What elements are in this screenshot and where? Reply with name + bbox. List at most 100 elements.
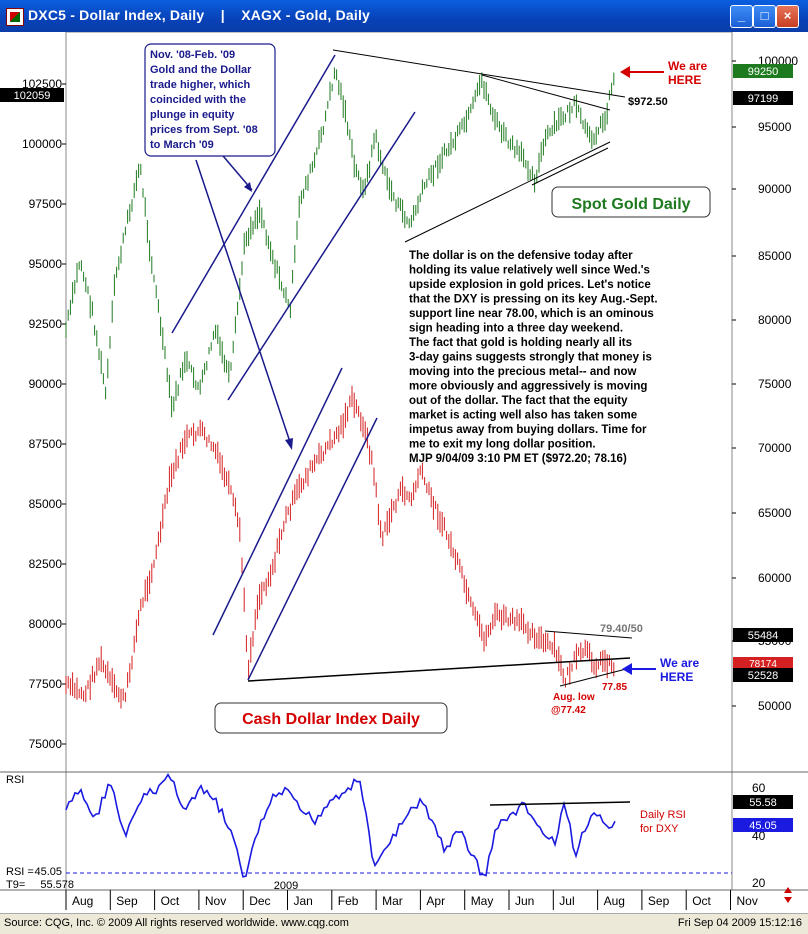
callout-line: prices from Sept. '08 xyxy=(150,124,258,136)
commentary-line: market is acting well also has taken som… xyxy=(409,410,637,422)
month-label: Nov xyxy=(205,894,226,908)
chart-svg[interactable]: 102500 100000 97500 95000 92500 90000 87500 850… xyxy=(0,31,808,913)
rsi-panel-frame xyxy=(65,771,733,891)
gold-here-label-2: HERE xyxy=(668,73,701,87)
right-tick-label: 75000 xyxy=(758,377,792,391)
rsi-tick-label: 40 xyxy=(752,829,766,843)
month-label: Jul xyxy=(559,894,574,908)
left-tick-label: 77500 xyxy=(29,677,63,691)
commentary-line: out of the dollar. The fact that the equ… xyxy=(409,395,628,407)
month-label: Sep xyxy=(116,894,138,908)
dollar-series xyxy=(65,385,615,709)
callout-arrowhead-dollar xyxy=(285,438,293,450)
left-tick-label: 97500 xyxy=(29,197,63,211)
rsi-box-1 xyxy=(733,795,793,809)
right-tick-label: 70000 xyxy=(758,441,792,455)
callout-line: Nov. '08-Feb. '09 xyxy=(150,49,235,61)
gold-series xyxy=(65,67,615,418)
gold-triangle-bottom xyxy=(531,147,609,186)
dollar-title: Cash Dollar Index Daily xyxy=(242,711,420,728)
rsi-box-1-value: 55.58 xyxy=(749,797,777,809)
callout-arrow-gold xyxy=(217,149,253,191)
chart-area[interactable]: 102500 100000 97500 95000 92500 90000 87500 850… xyxy=(0,31,808,913)
dollar-here-arrowhead xyxy=(622,663,632,675)
month-label: Apr xyxy=(426,894,445,908)
gold-channel-lower xyxy=(227,111,416,401)
callout-arrow-dollar xyxy=(195,159,292,446)
month-label: Jun xyxy=(515,894,534,908)
gold-level-label: $972.50 xyxy=(628,96,668,108)
window-title: DXC5 - Dollar Index, Daily | XAGX - Gold… xyxy=(28,7,371,23)
commentary-text: The dollar is on the defensive today aft… xyxy=(409,250,658,465)
dollar-last-box xyxy=(733,657,793,669)
rsi-panel-title: RSI xyxy=(6,774,24,786)
price-box-52528-value: 52528 xyxy=(748,670,779,682)
rsi-readout-label: RSI = xyxy=(6,866,34,878)
dollar-channel-lower xyxy=(247,417,378,681)
rsi-trendline xyxy=(489,801,631,806)
commentary-line: impetus away from buying dollars. Time f… xyxy=(409,424,647,436)
commentary-line: sign heading into a three day weekend. xyxy=(409,323,623,335)
left-tick-label: 90000 xyxy=(29,377,63,391)
dollar-here-label-1: We are xyxy=(660,656,699,670)
left-tick-label: 87500 xyxy=(29,437,63,451)
left-axis-labels: 102500 100000 97500 95000 92500 90000 87500 850… xyxy=(22,77,66,751)
left-tick-label: 100000 xyxy=(22,137,62,151)
gold-lower-trendline xyxy=(404,141,611,243)
gold-last-value: 99250 xyxy=(748,66,779,78)
gold-triangle-top xyxy=(481,74,611,111)
title-bar[interactable]: DXC5 - Dollar Index, Daily | XAGX - Gold… xyxy=(0,0,808,32)
month-label: Aug xyxy=(604,894,625,908)
scroll-up-icon[interactable] xyxy=(784,887,792,893)
left-tick-label: 102500 xyxy=(22,77,62,91)
left-tick-label: 82500 xyxy=(29,557,63,571)
gold-title: Spot Gold Daily xyxy=(571,196,690,213)
commentary-line: more obviously and aggressively is movin… xyxy=(409,381,647,393)
month-label: Aug xyxy=(72,894,93,908)
commentary-line: upside explosion in gold prices. Let's n… xyxy=(409,279,651,291)
month-label: Feb xyxy=(338,894,359,908)
gold-channel-upper xyxy=(171,54,336,334)
gold-here-label-1: We are xyxy=(668,59,707,73)
right-tick-label: 90000 xyxy=(758,182,792,196)
t9-readout-value: 55.578 xyxy=(40,879,74,891)
commentary-line: The dollar is on the defensive today aft… xyxy=(409,250,633,262)
rsi-note-2: for DXY xyxy=(640,823,679,835)
rsi-axis-labels: 60 40 20 xyxy=(752,781,766,890)
callout-line: Gold and the Dollar xyxy=(150,64,252,76)
price-box-52528 xyxy=(733,668,793,682)
left-tick-label: 92500 xyxy=(29,317,63,331)
year-label: 2009 xyxy=(274,880,298,892)
month-label: Oct xyxy=(692,894,711,908)
commentary-line: holding its value relatively well since … xyxy=(409,265,650,277)
dollar-support-line xyxy=(247,657,631,682)
dollar-resistance-line xyxy=(544,630,633,639)
minimize-button[interactable]: _ xyxy=(730,5,753,28)
commentary-line: moving into the precious metal-- and now xyxy=(409,366,637,378)
left-tick-label: 85000 xyxy=(29,497,63,511)
commentary-line: MJP 9/04/09 3:10 PM ET ($972.20; 78.16) xyxy=(409,453,627,465)
rsi-box-2 xyxy=(733,818,793,832)
callout-line: plunge in equity xyxy=(150,109,235,121)
rsi-tick-label: 60 xyxy=(752,781,766,795)
price-box-55484-value: 55484 xyxy=(748,630,779,642)
aug-low-label-1: Aug. low xyxy=(553,692,595,703)
t9-readout-label: T9= xyxy=(6,879,25,891)
commentary-line: support line near 78.00, which is an omi… xyxy=(409,308,654,320)
scroll-down-icon[interactable] xyxy=(784,897,792,903)
right-tick-label: 85000 xyxy=(758,249,792,263)
month-label: Oct xyxy=(161,894,180,908)
callout-arrowhead-gold xyxy=(244,182,252,192)
maximize-button[interactable]: □ xyxy=(753,5,776,28)
gold-upper-trendline xyxy=(332,49,626,98)
commentary-line: 3-day gains suggests strongly that money… xyxy=(409,352,652,364)
dollar-here-label-2: HERE xyxy=(660,670,693,684)
rsi-series-line xyxy=(65,773,616,878)
dollar-title-box xyxy=(214,702,448,734)
close-button[interactable]: × xyxy=(776,5,799,28)
status-source: Source: CQG, Inc. © 2009 All rights rese… xyxy=(4,917,349,929)
month-label: Nov xyxy=(737,894,758,908)
aug-low-label-2: @77.42 xyxy=(551,705,586,716)
right-tick-label: 80000 xyxy=(758,313,792,327)
commentary-line: The fact that gold is holding nearly all… xyxy=(409,337,632,349)
